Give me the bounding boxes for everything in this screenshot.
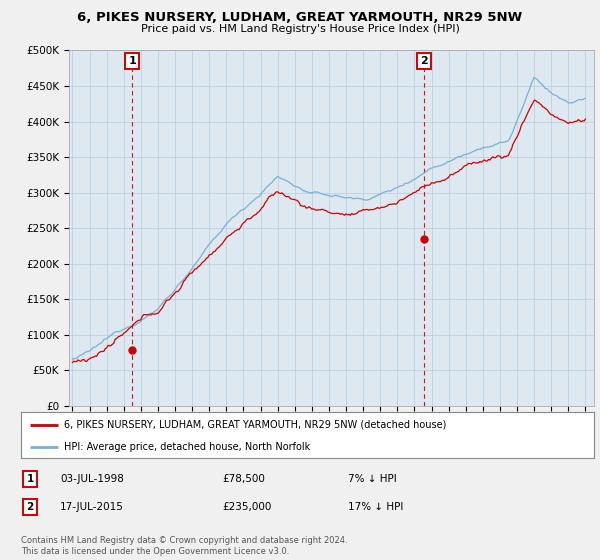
Text: £235,000: £235,000 xyxy=(222,502,271,512)
Text: 1: 1 xyxy=(128,56,136,66)
Text: HPI: Average price, detached house, North Norfolk: HPI: Average price, detached house, Nort… xyxy=(64,442,310,451)
Text: Contains HM Land Registry data © Crown copyright and database right 2024.
This d: Contains HM Land Registry data © Crown c… xyxy=(21,536,347,556)
Text: 6, PIKES NURSERY, LUDHAM, GREAT YARMOUTH, NR29 5NW: 6, PIKES NURSERY, LUDHAM, GREAT YARMOUTH… xyxy=(77,11,523,24)
Text: 17% ↓ HPI: 17% ↓ HPI xyxy=(348,502,403,512)
Text: Price paid vs. HM Land Registry's House Price Index (HPI): Price paid vs. HM Land Registry's House … xyxy=(140,24,460,34)
Text: 2: 2 xyxy=(420,56,428,66)
Text: 7% ↓ HPI: 7% ↓ HPI xyxy=(348,474,397,484)
Text: 03-JUL-1998: 03-JUL-1998 xyxy=(60,474,124,484)
Text: 2: 2 xyxy=(26,502,34,512)
Text: 6, PIKES NURSERY, LUDHAM, GREAT YARMOUTH, NR29 5NW (detached house): 6, PIKES NURSERY, LUDHAM, GREAT YARMOUTH… xyxy=(64,419,446,430)
Text: 1: 1 xyxy=(26,474,34,484)
Text: £78,500: £78,500 xyxy=(222,474,265,484)
Text: 17-JUL-2015: 17-JUL-2015 xyxy=(60,502,124,512)
